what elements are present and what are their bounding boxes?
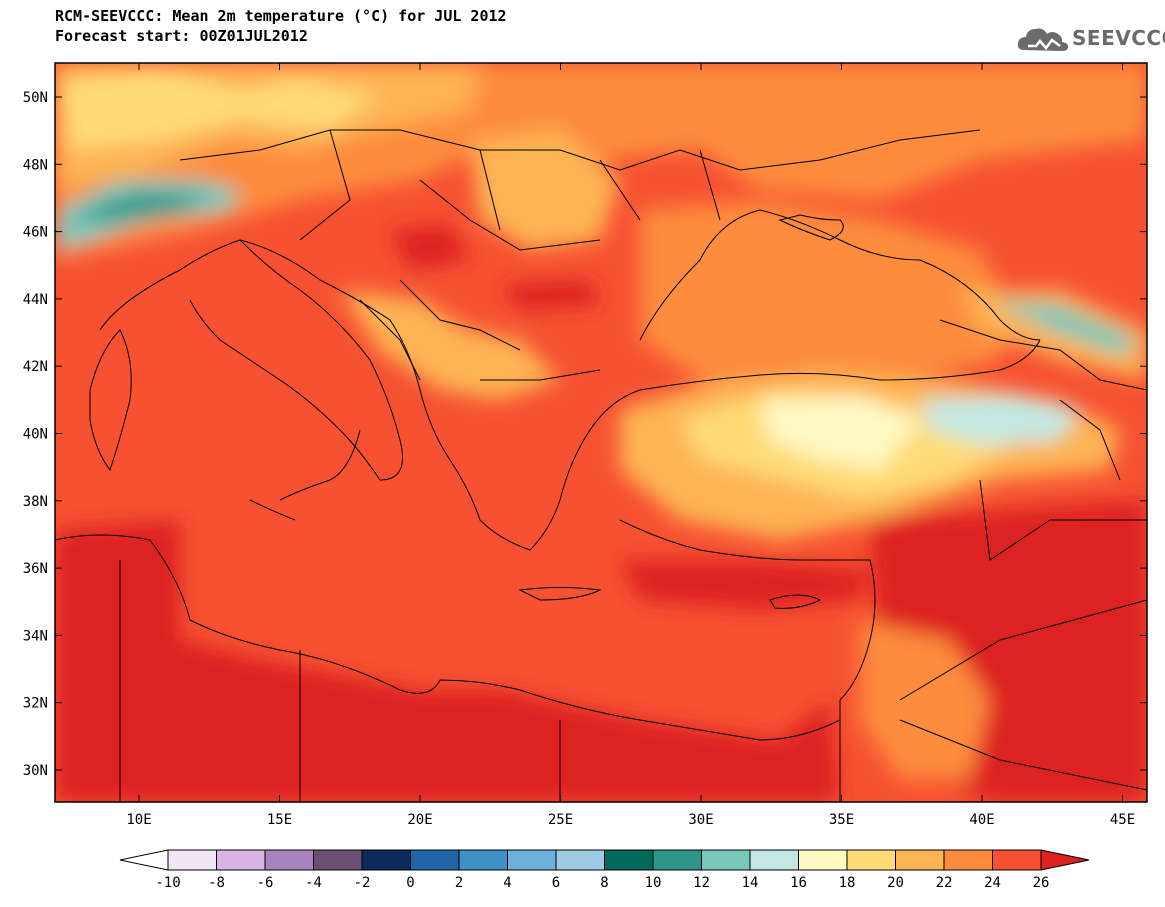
lon-tick-label: 20E <box>407 812 432 828</box>
coastlines <box>55 129 1147 802</box>
lat-tick-label: 42N <box>23 359 48 375</box>
field-east-anatolia <box>920 395 1080 445</box>
colorbar-label: 22 <box>936 875 953 891</box>
lon-tick-label: 15E <box>267 812 292 828</box>
lat-tick-label: 50N <box>23 90 48 106</box>
colorbar-label: -4 <box>305 875 322 891</box>
colorbar-segment <box>313 849 363 871</box>
field-alps-cool <box>60 70 380 150</box>
italy-coast <box>99 239 403 481</box>
colorbar-segment <box>992 849 1042 871</box>
colorbar-label: 2 <box>455 875 463 891</box>
colorbar-label: -2 <box>354 875 371 891</box>
seevccc-logo: SEEVCCC <box>1016 24 1165 54</box>
lon-tick-label: 30E <box>688 812 713 828</box>
colorbar-segment <box>749 849 799 871</box>
colorbar-segment <box>216 849 266 871</box>
map-title: RCM-SEEVCCC: Mean 2m temperature (°C) fo… <box>55 6 507 46</box>
colorbar-label: 8 <box>600 875 608 891</box>
colorbar-under-triangle <box>119 849 169 871</box>
field-caucasus-snow <box>990 300 1140 355</box>
lon-tick-label: 10E <box>126 812 151 828</box>
lat-tick-label: 46N <box>23 225 48 241</box>
cloud-icon <box>1017 28 1069 51</box>
colorbar-label: 10 <box>645 875 662 891</box>
latitude-axis: 50N 48N 46N 44N 42N 40N 38N 36N 34N 32N 30N <box>23 90 1147 779</box>
colorbar-segment <box>458 849 508 871</box>
adriatic-aegean-coast <box>239 239 1041 551</box>
map-frame <box>54 62 1148 803</box>
colorbar-label: 6 <box>552 875 560 891</box>
colorbar-label: 12 <box>693 875 710 891</box>
colorbar-segment <box>846 849 896 871</box>
north-africa-coast <box>55 534 841 741</box>
field-jordan-mild <box>860 620 990 780</box>
colorbar-segment <box>264 849 314 871</box>
field-south-anatolia-hot <box>620 560 870 610</box>
borders-south <box>119 479 1147 802</box>
anatolia-levant-coast <box>619 519 876 701</box>
colorbar-segment <box>895 849 945 871</box>
colorbar-over-triangle <box>1040 849 1090 871</box>
field-alps-peak <box>70 192 210 222</box>
lat-tick-label: 32N <box>23 696 48 712</box>
colorbar-label: -6 <box>257 875 274 891</box>
sardinia-corsica <box>89 329 132 472</box>
lat-tick-label: 44N <box>23 292 48 308</box>
colorbar-segment <box>555 849 605 871</box>
colorbar-label: 24 <box>984 875 1001 891</box>
title-line-1: RCM-SEEVCCC: Mean 2m temperature (°C) fo… <box>55 7 507 25</box>
colorbar-segment <box>798 849 848 871</box>
logo-text: SEEVCCC <box>1072 26 1165 50</box>
lat-tick-label: 38N <box>23 494 48 510</box>
borders-caucasus <box>939 319 1147 481</box>
cyprus <box>769 594 822 609</box>
black-sea-coast <box>639 209 1041 341</box>
field-danube-hot <box>500 280 600 310</box>
colorbar-segment <box>604 849 654 871</box>
lat-tick-label: 30N <box>23 763 48 779</box>
title-line-2: Forecast start: 00Z01JUL2012 <box>55 27 308 45</box>
colorbar-label: 26 <box>1033 875 1050 891</box>
borders-europe <box>179 129 981 381</box>
field-anatolia-plateau <box>760 395 920 470</box>
colorbar-label: 16 <box>790 875 807 891</box>
field-north-africa <box>55 520 840 802</box>
sicily-calabria-coast <box>249 429 361 521</box>
colorbar-segment <box>361 849 411 871</box>
crimea <box>778 214 844 241</box>
colorbar-segment <box>410 849 460 871</box>
lat-tick-label: 48N <box>23 157 48 173</box>
colorbar-segment <box>652 849 702 871</box>
lon-tick-label: 45E <box>1110 812 1135 828</box>
colorbar-label: -8 <box>208 875 225 891</box>
colorbar-label: -10 <box>155 875 180 891</box>
field-carpathians <box>470 130 620 250</box>
lat-tick-label: 34N <box>23 628 48 644</box>
colorbar-label: 0 <box>406 875 414 891</box>
field-black-sea <box>640 200 1010 380</box>
colorbar-segment <box>167 849 217 871</box>
lon-tick-label: 40E <box>969 812 994 828</box>
lat-tick-label: 40N <box>23 427 48 443</box>
colorbar-segment <box>507 849 557 871</box>
lat-tick-label: 36N <box>23 561 48 577</box>
lon-tick-label: 35E <box>829 812 854 828</box>
colorbar-label: 18 <box>839 875 856 891</box>
longitude-axis: 10E 15E 20E 25E 30E 35E 40E 45E <box>126 63 1135 828</box>
lon-tick-label: 25E <box>548 812 573 828</box>
field-pannonia-hot <box>390 225 470 270</box>
colorbar-segment <box>701 849 751 871</box>
temperature-field <box>55 63 1147 802</box>
crete <box>518 587 602 601</box>
colorbar-label: 4 <box>503 875 511 891</box>
field-caucasus-mild <box>960 290 1147 380</box>
colorbar: -10 -8 -6 -4 -2 0 2 4 6 8 10 12 14 16 18 20 22 24 26 <box>119 849 1090 891</box>
colorbar-segment <box>943 849 993 871</box>
field-balkans <box>340 290 560 400</box>
colorbar-label: 20 <box>887 875 904 891</box>
colorbar-label: 14 <box>742 875 759 891</box>
